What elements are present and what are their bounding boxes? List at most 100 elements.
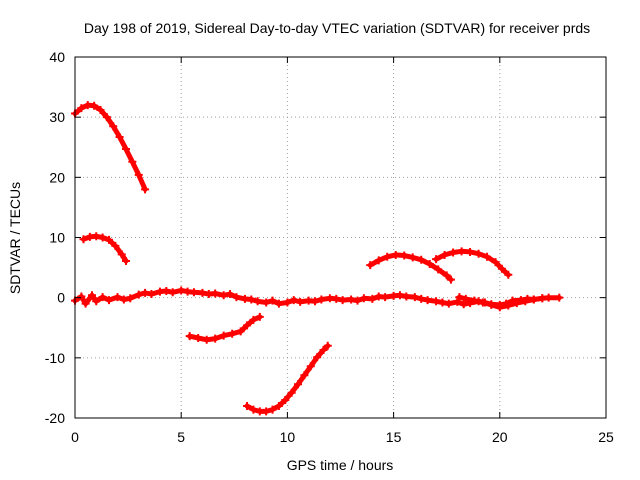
data-point [287,388,296,397]
series-arc-2 [79,232,130,265]
data-point [319,346,328,355]
y-tick-label: -10 [45,350,65,366]
data-point [177,286,186,295]
data-point [446,275,455,284]
data-point [453,297,462,306]
data-point [366,261,375,270]
data-point [487,300,496,309]
data-point [253,297,262,306]
data-point [504,270,513,279]
data-point [332,294,341,303]
series-arc-5 [243,341,332,416]
y-tick-label: 40 [49,49,65,65]
data-point [512,299,521,308]
data-point [162,287,171,296]
x-tick-label: 0 [71,429,79,445]
data-point [306,362,315,371]
data-point [410,293,419,302]
data-point [141,185,150,194]
data-point [185,332,194,341]
data-point [90,101,99,110]
data-point [497,264,506,273]
data-point [455,293,464,302]
data-point [249,315,258,324]
data-point [104,235,113,244]
data-point [236,327,245,336]
data-point [226,290,235,299]
series-arc-8 [455,293,547,312]
data-point [98,293,107,302]
data-point [313,353,322,362]
data-point [289,296,298,305]
x-tick-label: 15 [386,429,402,445]
data-point [317,295,326,304]
data-point [395,291,404,300]
data-point [96,105,105,114]
data-point [109,122,118,131]
data-point [126,294,135,303]
data-point [425,259,434,268]
data-point [87,291,96,300]
data-point [262,298,271,307]
x-tick-label: 5 [177,429,185,445]
data-point [495,303,504,312]
series-arc-6 [366,250,455,284]
data-point [194,333,203,342]
data-point [219,331,228,340]
data-point [115,133,124,142]
data-point [262,407,271,416]
data-point [255,312,264,321]
data-point [474,249,483,258]
series-band [433,248,511,278]
data-point [408,253,417,262]
data-point [243,401,252,410]
data-point [247,295,256,304]
x-tick-label: 10 [280,429,296,445]
series-arc-4 [185,312,264,344]
series-band [187,314,263,343]
data-point [391,250,400,259]
data-point [417,294,426,303]
data-point [211,334,220,343]
data-point [274,299,283,308]
data-point [281,395,290,404]
data-point [268,296,277,305]
data-point [300,371,309,380]
data-point [117,250,126,259]
data-point [268,405,277,414]
data-point [92,232,101,241]
data-point [440,250,449,259]
plot-series [71,101,564,416]
data-point [434,265,443,274]
data-point [555,293,564,302]
data-point [77,104,86,113]
data-point [211,289,220,298]
data-point [232,293,241,302]
data-point [449,248,458,257]
data-point [77,292,86,301]
data-point [189,288,198,297]
data-point [470,296,479,305]
data-point [294,380,303,389]
data-point [504,301,513,310]
data-point [202,335,211,344]
data-point [459,300,468,309]
data-point [442,271,451,280]
data-point [359,294,368,303]
y-tick-label: 30 [49,109,65,125]
data-point [521,297,530,306]
data-point [457,247,466,256]
data-point [311,297,320,306]
data-point [296,297,305,306]
data-point [347,295,356,304]
data-point [274,401,283,410]
y-tick-label: 10 [49,230,65,246]
data-point [102,113,111,122]
data-point [243,321,252,330]
data-point [383,252,392,261]
series-arc-7 [432,247,513,279]
data-point [249,405,258,414]
data-point [219,291,228,300]
data-point [432,297,441,306]
